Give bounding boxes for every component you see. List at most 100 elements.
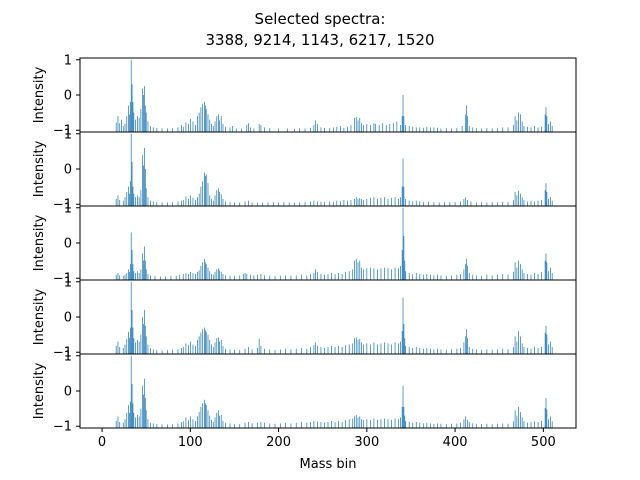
spectrum-bar [467,419,468,428]
spectrum-bar [115,198,117,206]
spectrum-bar [264,348,265,354]
spectrum-bar [189,271,191,280]
spectrum-bar [551,272,553,280]
spectrum-bar [156,424,158,428]
spectrum-bar [445,275,447,280]
spectrum-bar [198,112,200,132]
spectrum-bar [229,349,231,354]
spectrum-bar [354,260,355,280]
spectrum-bar [234,276,235,280]
spectrum-bar [352,343,354,354]
spectrum-bar [264,275,265,280]
spectrum-bar [181,422,182,428]
spectrum-bar [218,337,219,354]
spectrum-bar [204,330,206,354]
spectrum-bar [422,202,424,206]
spectrum-bar [142,88,144,132]
spectrum-bar [152,423,154,428]
spectrum-bar [192,272,194,280]
spectrum-bar [520,412,521,428]
y-tick-label: −1 [53,420,72,435]
spectrum-bar [133,412,135,428]
spectrum-bar [467,200,468,206]
spectrum-bar [152,201,154,206]
spectrum-bar [338,420,339,428]
spectrum-bar [405,345,407,354]
spectrum-bar [550,341,551,354]
y-tick-label: −1 [53,198,72,213]
spectrum-bar [491,424,493,428]
spectrum-bar [422,274,424,280]
spectrum-bar [472,423,474,428]
spectrum-bar [486,423,488,428]
spectrum-bar [285,275,286,280]
spectrum-bar [128,186,129,206]
spectrum-bar [405,420,407,428]
spectrum-bar [440,423,442,428]
spectrum-bar [209,415,211,428]
spectrum-bar [216,190,218,206]
spectrum-bar [354,117,355,132]
spectrum-bar [177,423,179,428]
spectrum-bar [527,126,528,132]
spectrum-bar [234,202,235,206]
spectrum-bar [115,122,117,132]
spectrum-bar [138,117,140,132]
spectrum-bar [387,198,389,206]
spectrum-bar [437,127,438,132]
spectrum-bar [359,416,361,428]
spectrum-bar [225,422,226,428]
spectrum-bar [310,422,311,428]
spectrum-bar [456,423,458,428]
spectrum-bar [144,86,145,132]
spectrum-bar [331,272,332,280]
spectrum-bar [370,267,371,280]
spectrum-bar [132,264,134,280]
spectrum-bar [142,253,144,280]
spectrum-bar [338,345,339,354]
spectrum-bar [122,126,124,132]
spectrum-bar [285,422,286,428]
spectrum-bar [189,118,191,132]
spectrum-bar [460,422,461,428]
spectrum-bar [161,424,163,428]
spectrum-bar [185,343,187,354]
spectrum-bar [301,422,302,428]
spectrum-bar [402,95,404,132]
spectrum-bar [389,123,391,132]
spectrum-bar [377,198,378,206]
spectrum-bar [350,124,352,132]
spectrum-bar [274,423,276,428]
spectrum-bar [138,416,140,428]
spectrum-bar [433,349,435,354]
spectrum-bar [520,114,521,132]
spectrum-bar [518,112,519,132]
spectrum-bar [336,200,338,206]
spectrum-bar [161,350,163,354]
spectrum-bar [129,102,131,132]
spectrum-bar [301,348,302,354]
spectrum-bar [181,348,182,354]
y-tick-label: −1 [53,346,72,361]
spectrum-bar [185,196,187,206]
spectrum-bar [384,197,385,206]
spectrum-bar [502,201,504,206]
spectrum-bar [119,275,121,280]
spectrum-bar [387,343,389,354]
spectrum-bar [398,343,399,354]
spectrum-bar [220,414,222,428]
spectrum-bar [135,342,136,354]
spectrum-bar [527,422,528,428]
x-tick-label: 300 [354,435,379,450]
spectrum-bar [541,126,542,132]
spectrum-bar [382,123,384,132]
spectrum-bar [147,344,149,354]
spectrum-bar [117,416,119,428]
spectrum-bar [516,120,518,132]
spectrum-bar [481,202,482,206]
spectrum-bar [287,128,288,132]
spectrum-bar [156,350,158,354]
spectrum-bar [380,197,382,206]
spectrum-bar [207,334,209,354]
